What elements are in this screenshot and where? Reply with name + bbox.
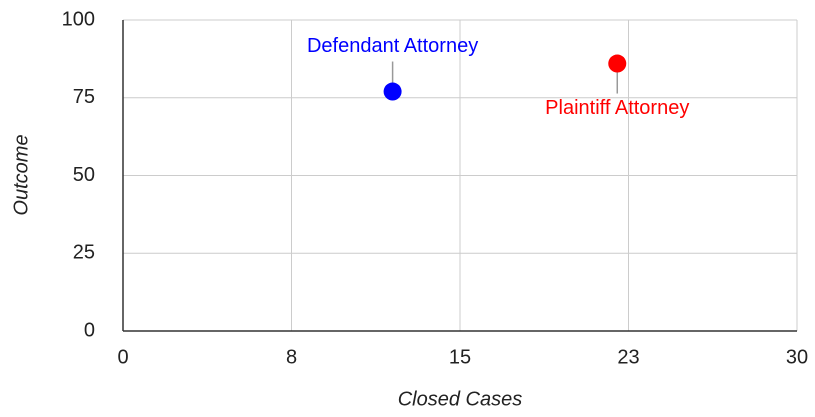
y-tick-label: 25 [73, 242, 95, 264]
point-label: Defendant Attorney [307, 35, 478, 57]
point-label: Plaintiff Attorney [545, 97, 689, 119]
x-tick-label: 30 [786, 346, 808, 368]
y-tick-label: 0 [84, 319, 95, 341]
point [383, 82, 402, 101]
x-tick-label: 15 [449, 346, 471, 368]
y-tick-label: 50 [73, 164, 95, 186]
y-axis-title: Outcome [10, 134, 32, 215]
x-tick-label: 0 [117, 346, 128, 368]
y-tick-label: 75 [73, 86, 95, 108]
y-tick-label: 100 [62, 8, 95, 30]
point [608, 54, 627, 73]
x-tick-label: 8 [286, 346, 297, 368]
x-axis-title: Closed Cases [398, 388, 523, 410]
x-tick-label: 23 [617, 346, 639, 368]
